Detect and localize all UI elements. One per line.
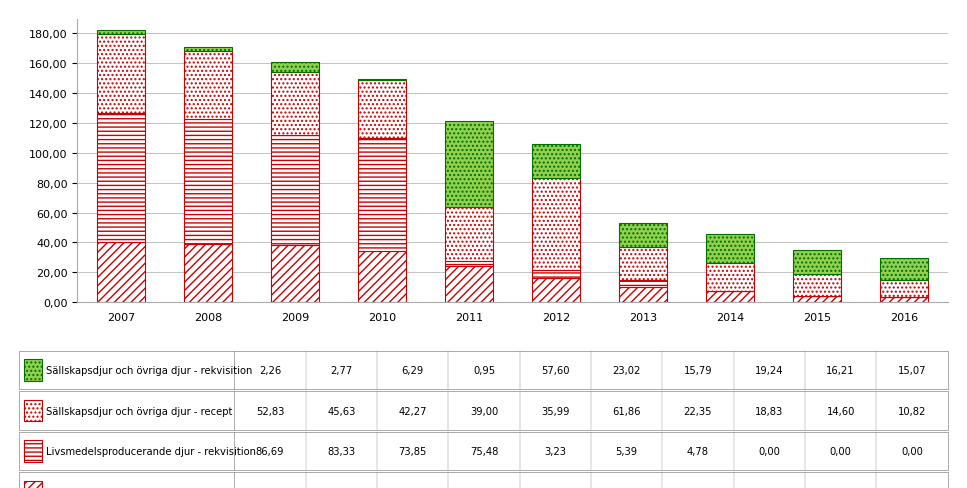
Bar: [184, 52, 232, 120]
Text: 6,29: 6,29: [401, 366, 424, 375]
Bar: [271, 245, 319, 303]
Text: 10,82: 10,82: [897, 406, 926, 416]
Text: 16,21: 16,21: [827, 366, 855, 375]
Text: 73,85: 73,85: [398, 446, 426, 456]
Text: 16,02: 16,02: [612, 487, 641, 488]
Bar: [97, 243, 145, 303]
Text: Livsmedelsproducerande djur - recept: Livsmedelsproducerande djur - recept: [46, 487, 236, 488]
Text: 45,63: 45,63: [327, 406, 356, 416]
Bar: [184, 244, 232, 303]
Text: 61,86: 61,86: [612, 406, 641, 416]
Bar: [97, 114, 145, 243]
Bar: [532, 179, 580, 271]
Text: 18,83: 18,83: [755, 406, 783, 416]
Bar: [445, 261, 493, 266]
Text: 19,24: 19,24: [755, 366, 783, 375]
Bar: [793, 275, 841, 297]
Text: 4,78: 4,78: [687, 446, 709, 456]
FancyBboxPatch shape: [24, 360, 42, 381]
Bar: [793, 297, 841, 303]
Text: 0,00: 0,00: [830, 446, 852, 456]
Text: 2,26: 2,26: [259, 366, 281, 375]
Bar: [445, 122, 493, 207]
Bar: [358, 139, 406, 251]
Text: 23,02: 23,02: [612, 366, 641, 375]
Bar: [880, 259, 928, 281]
Bar: [619, 288, 667, 303]
Text: 22,35: 22,35: [684, 406, 713, 416]
Bar: [271, 73, 319, 136]
Text: 9,93: 9,93: [687, 487, 709, 488]
Text: 15,07: 15,07: [897, 366, 926, 375]
Bar: [619, 281, 667, 288]
Text: 3,71: 3,71: [901, 487, 923, 488]
Text: 35,99: 35,99: [542, 406, 570, 416]
Bar: [880, 297, 928, 303]
Text: Livsmedelsproducerande djur - rekvisition: Livsmedelsproducerande djur - rekvisitio…: [46, 446, 256, 456]
Bar: [184, 120, 232, 244]
Text: 3,97: 3,97: [830, 487, 852, 488]
Text: 15,79: 15,79: [684, 366, 713, 375]
Bar: [880, 281, 928, 297]
Text: 75,48: 75,48: [470, 446, 498, 456]
Bar: [619, 247, 667, 281]
FancyBboxPatch shape: [24, 441, 42, 462]
Bar: [532, 279, 580, 303]
Text: 34,33: 34,33: [470, 487, 498, 488]
Bar: [184, 48, 232, 52]
Bar: [445, 266, 493, 303]
Bar: [271, 136, 319, 245]
Text: 0,00: 0,00: [758, 446, 780, 456]
Bar: [706, 264, 754, 291]
Bar: [97, 31, 145, 35]
Bar: [619, 224, 667, 247]
Bar: [706, 291, 754, 303]
Text: 39,00: 39,00: [470, 406, 498, 416]
Text: 0,00: 0,00: [901, 446, 923, 456]
Text: 3,23: 3,23: [544, 446, 567, 456]
Text: 38,20: 38,20: [398, 487, 426, 488]
Bar: [532, 271, 580, 279]
Bar: [706, 235, 754, 264]
Text: 24,56: 24,56: [542, 487, 570, 488]
Bar: [358, 81, 406, 139]
Bar: [271, 63, 319, 73]
Bar: [532, 144, 580, 179]
Text: 86,69: 86,69: [255, 446, 284, 456]
Text: 52,83: 52,83: [256, 406, 284, 416]
Text: 14,60: 14,60: [827, 406, 855, 416]
Text: 0,95: 0,95: [473, 366, 495, 375]
Text: 39,06: 39,06: [327, 487, 356, 488]
FancyBboxPatch shape: [24, 400, 42, 421]
Bar: [97, 35, 145, 114]
Text: 7,53: 7,53: [758, 487, 780, 488]
FancyBboxPatch shape: [24, 481, 42, 488]
Bar: [445, 207, 493, 261]
Text: 40,24: 40,24: [256, 487, 284, 488]
Bar: [793, 251, 841, 275]
Text: 2,77: 2,77: [330, 366, 352, 375]
Text: 83,33: 83,33: [327, 446, 356, 456]
Text: 5,39: 5,39: [616, 446, 637, 456]
Text: 57,60: 57,60: [542, 366, 570, 375]
Text: 42,27: 42,27: [398, 406, 426, 416]
Text: Sällskapsdjur och övriga djur - recept: Sällskapsdjur och övriga djur - recept: [46, 406, 233, 416]
Bar: [358, 80, 406, 81]
Text: Sällskapsdjur och övriga djur - rekvisition: Sällskapsdjur och övriga djur - rekvisit…: [46, 366, 252, 375]
Bar: [358, 251, 406, 303]
